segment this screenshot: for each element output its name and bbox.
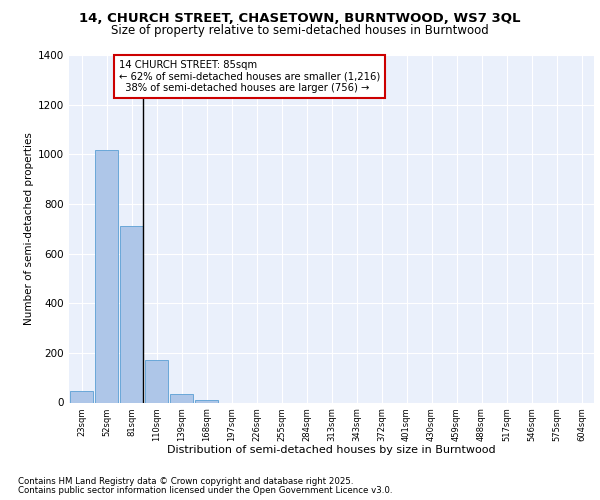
Text: Contains public sector information licensed under the Open Government Licence v3: Contains public sector information licen… xyxy=(18,486,392,495)
Bar xyxy=(145,360,168,403)
Text: Contains HM Land Registry data © Crown copyright and database right 2025.: Contains HM Land Registry data © Crown c… xyxy=(18,477,353,486)
X-axis label: Distribution of semi-detached houses by size in Burntwood: Distribution of semi-detached houses by … xyxy=(167,446,496,456)
Text: 14, CHURCH STREET, CHASETOWN, BURNTWOOD, WS7 3QL: 14, CHURCH STREET, CHASETOWN, BURNTWOOD,… xyxy=(79,12,521,26)
Bar xyxy=(70,391,93,402)
Bar xyxy=(170,394,193,402)
Bar xyxy=(120,226,143,402)
Bar xyxy=(195,400,218,402)
Text: 14 CHURCH STREET: 85sqm
← 62% of semi-detached houses are smaller (1,216)
  38% : 14 CHURCH STREET: 85sqm ← 62% of semi-de… xyxy=(119,60,380,93)
Y-axis label: Number of semi-detached properties: Number of semi-detached properties xyxy=(24,132,34,325)
Bar xyxy=(95,150,118,403)
Text: Size of property relative to semi-detached houses in Burntwood: Size of property relative to semi-detach… xyxy=(111,24,489,37)
